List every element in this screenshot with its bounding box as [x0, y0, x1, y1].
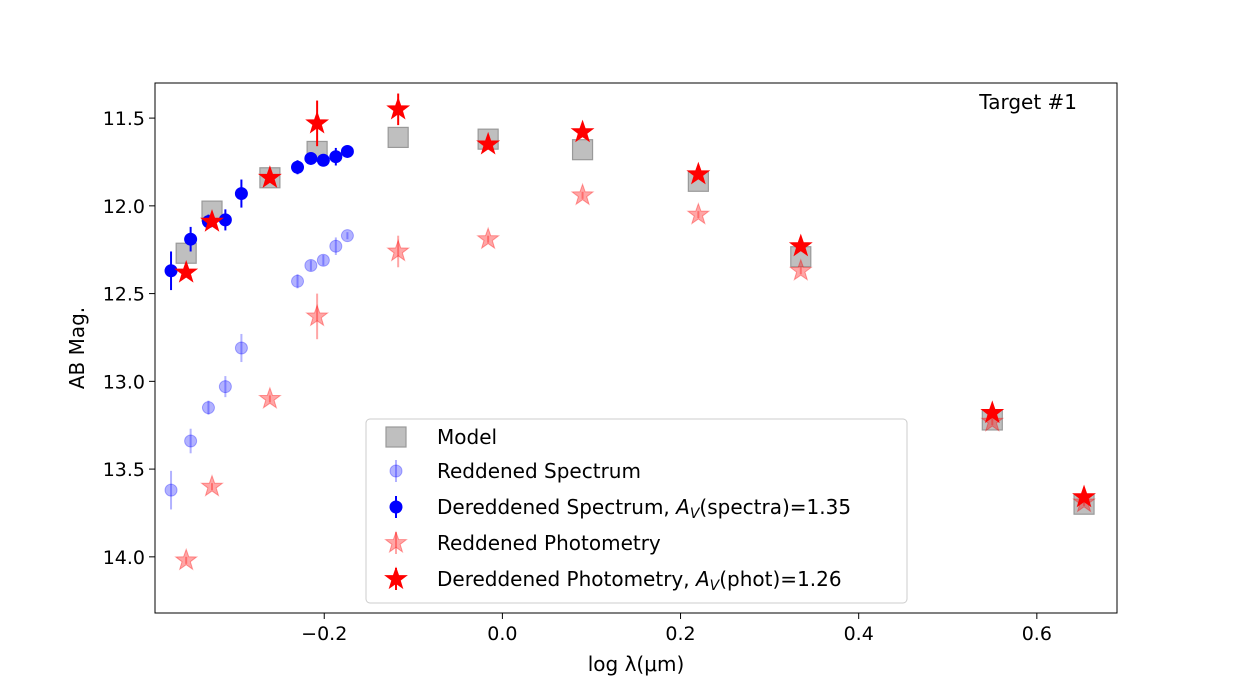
legend-marker	[389, 464, 403, 478]
data-point	[174, 547, 199, 571]
x-tick-label: 0.6	[1022, 623, 1052, 645]
plot-frame	[154, 82, 1118, 614]
data-point	[571, 139, 594, 161]
legend-entry: Model	[385, 425, 497, 449]
legend-math: A	[674, 495, 690, 519]
legend-label-text: Model	[437, 425, 497, 449]
legend-label: Dereddened Photometry, AV(phot)=1.26	[437, 567, 842, 594]
legend-label-suffix: (spectra)=1.35	[699, 495, 851, 519]
series-dereddened-spectrum	[164, 144, 354, 291]
legend-marker	[384, 566, 408, 590]
data-point	[291, 160, 305, 174]
data-point	[316, 153, 330, 167]
legend-entry: Dereddened Photometry, AV(phot)=1.26	[384, 566, 842, 594]
data-point	[340, 144, 354, 158]
data-point	[386, 238, 411, 262]
legend-label: Reddened Photometry	[437, 531, 661, 555]
legend-label-text: Dereddened Spectrum,	[437, 495, 676, 519]
legend-label-suffix: (phot)=1.26	[719, 567, 841, 591]
legend-label-text: Reddened Spectrum	[437, 459, 641, 483]
data-point	[257, 165, 282, 188]
data-point	[218, 213, 232, 227]
y-tick-label: 14.0	[103, 547, 145, 569]
y-tick-label: 11.5	[103, 108, 145, 130]
x-tick-label: 0.0	[487, 623, 517, 645]
data-point	[980, 409, 1005, 432]
data-point	[234, 187, 248, 201]
y-tick-label: 12.5	[103, 284, 145, 306]
y-tick-label: 13.0	[103, 371, 145, 393]
data-point	[218, 380, 232, 394]
data-point	[164, 264, 178, 278]
data-point	[174, 260, 199, 283]
legend-label: Dereddened Spectrum, AV(spectra)=1.35	[437, 495, 851, 522]
data-point	[329, 150, 343, 164]
x-tick-label: 0.4	[844, 623, 874, 645]
legend: Model Reddened Spectrum Dereddened Spectru…	[365, 418, 908, 604]
data-point	[316, 253, 330, 267]
data-point	[234, 341, 248, 355]
data-point	[340, 229, 354, 243]
data-point	[476, 226, 501, 250]
data-point	[570, 119, 595, 143]
data-point	[304, 259, 318, 273]
x-axis-label-text: log λ(μm)	[588, 652, 685, 676]
data-point	[184, 232, 198, 246]
data-point	[788, 233, 813, 257]
y-tick-label: 13.5	[103, 459, 145, 481]
legend-entry: Dereddened Spectrum, AV(spectra)=1.35	[389, 495, 851, 522]
target-annotation: Target #1	[978, 90, 1077, 114]
data-point	[184, 434, 198, 448]
legend-entry: Reddened Spectrum	[389, 459, 641, 483]
y-axis-label: AB Mag.	[65, 307, 89, 389]
series-reddened-spectrum	[164, 229, 354, 510]
data-point	[788, 258, 813, 281]
data-point	[201, 401, 215, 415]
data-point	[1072, 484, 1096, 508]
data-point	[304, 151, 318, 165]
legend-math-sub: V	[710, 578, 721, 594]
legend-marker	[384, 530, 408, 554]
data-point	[980, 400, 1005, 424]
series-dereddened-photometry	[174, 93, 1096, 508]
x-tick-label: 0.2	[665, 623, 695, 645]
legend-label: Reddened Spectrum	[437, 459, 641, 483]
legend-marker	[389, 500, 403, 514]
legend-marker	[385, 426, 407, 448]
plot-area	[164, 93, 1096, 571]
legend-label-text: Dereddened Photometry,	[437, 567, 696, 591]
data-point	[164, 483, 178, 497]
data-point	[387, 126, 409, 149]
data-point	[291, 274, 305, 288]
data-point	[476, 131, 501, 155]
x-tick-label: −0.2	[301, 623, 347, 645]
legend-box	[365, 418, 908, 604]
legend-entry: Reddened Photometry	[384, 530, 661, 555]
legend-label-text: Reddened Photometry	[437, 531, 661, 555]
data-point	[257, 386, 282, 410]
data-point	[305, 303, 330, 327]
data-point	[686, 161, 711, 185]
legend-math-sub: V	[690, 506, 701, 522]
data-point	[570, 182, 595, 206]
x-axis-label: log λ(μm)	[588, 652, 685, 676]
legend-math: A	[694, 567, 710, 591]
data-point	[329, 239, 343, 253]
data-point	[305, 110, 330, 134]
legend-label: Model	[437, 425, 497, 449]
data-point	[200, 474, 224, 497]
data-point	[386, 96, 411, 120]
axis-ticks: −0.2 0.0 0.2 0.4 0.6 11.5 12.0 12.5 13.0 13.5 14.0	[103, 108, 1052, 645]
data-point	[686, 202, 711, 225]
y-tick-label: 12.0	[103, 196, 145, 218]
data-point	[200, 209, 224, 232]
